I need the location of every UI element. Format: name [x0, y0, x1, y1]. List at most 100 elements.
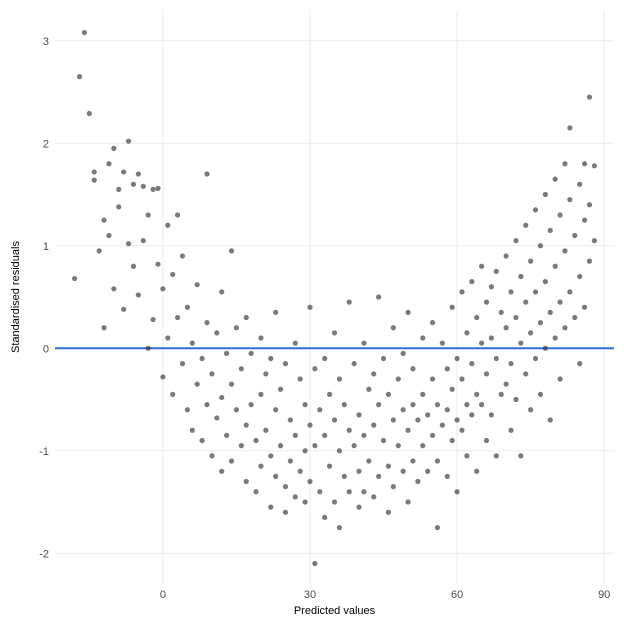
data-point	[263, 428, 268, 433]
data-point	[401, 469, 406, 474]
data-point	[479, 264, 484, 269]
data-point	[464, 453, 469, 458]
data-point	[450, 305, 455, 310]
data-point	[543, 192, 548, 197]
y-axis-label: Standardised residuals	[10, 241, 22, 353]
data-point	[450, 438, 455, 443]
data-point	[459, 289, 464, 294]
data-point	[587, 95, 592, 100]
data-point	[347, 300, 352, 305]
data-point	[440, 423, 445, 428]
data-point	[219, 395, 224, 400]
data-point	[489, 335, 494, 340]
data-point	[165, 223, 170, 228]
data-point	[479, 402, 484, 407]
data-point	[204, 171, 209, 176]
data-point	[298, 376, 303, 381]
data-point	[415, 479, 420, 484]
data-point	[543, 346, 548, 351]
data-point	[106, 161, 111, 166]
data-point	[249, 402, 254, 407]
data-point	[165, 335, 170, 340]
data-point	[435, 402, 440, 407]
data-point	[204, 402, 209, 407]
data-point	[582, 161, 587, 166]
data-point	[513, 315, 518, 320]
data-point	[459, 376, 464, 381]
data-point	[562, 161, 567, 166]
data-point	[302, 448, 307, 453]
data-point	[106, 233, 111, 238]
data-point	[307, 305, 312, 310]
data-point	[180, 361, 185, 366]
data-point	[342, 402, 347, 407]
data-point	[494, 269, 499, 274]
data-point	[592, 163, 597, 168]
data-point	[214, 330, 219, 335]
data-point	[146, 346, 151, 351]
data-point	[268, 505, 273, 510]
data-point	[371, 494, 376, 499]
data-point	[391, 325, 396, 330]
data-point	[533, 289, 538, 294]
data-point	[263, 371, 268, 376]
data-point	[582, 218, 587, 223]
data-point	[538, 392, 543, 397]
data-point	[366, 458, 371, 463]
y-tick-label: -1	[39, 446, 49, 458]
data-point	[204, 320, 209, 325]
data-point	[92, 178, 97, 183]
data-point	[430, 433, 435, 438]
data-point	[229, 382, 234, 387]
data-point	[101, 218, 106, 223]
data-point	[454, 489, 459, 494]
data-point	[258, 335, 263, 340]
data-point	[484, 300, 489, 305]
data-point	[224, 351, 229, 356]
data-point	[239, 443, 244, 448]
data-point	[513, 238, 518, 243]
data-point	[376, 474, 381, 479]
data-point	[410, 458, 415, 463]
data-point	[347, 428, 352, 433]
data-point	[361, 489, 366, 494]
data-point	[435, 458, 440, 463]
data-point	[533, 356, 538, 361]
data-point	[479, 341, 484, 346]
data-point	[332, 330, 337, 335]
data-point	[234, 407, 239, 412]
data-point	[293, 433, 298, 438]
data-point	[97, 248, 102, 253]
data-point	[508, 428, 513, 433]
data-point	[244, 315, 249, 320]
y-tick-label: -2	[39, 548, 49, 560]
data-point	[464, 402, 469, 407]
data-point	[381, 438, 386, 443]
data-point	[347, 489, 352, 494]
data-point	[528, 407, 533, 412]
data-point	[185, 305, 190, 310]
data-point	[557, 212, 562, 217]
data-point	[523, 300, 528, 305]
data-point	[533, 207, 538, 212]
data-point	[293, 494, 298, 499]
data-point	[268, 453, 273, 458]
data-point	[518, 274, 523, 279]
data-point	[391, 417, 396, 422]
data-point	[352, 443, 357, 448]
data-point	[553, 264, 558, 269]
data-point	[322, 356, 327, 361]
data-point	[258, 392, 263, 397]
data-point	[302, 499, 307, 504]
data-point	[356, 469, 361, 474]
data-point	[121, 169, 126, 174]
data-point	[371, 423, 376, 428]
x-tick-label: 30	[304, 589, 316, 601]
data-point	[342, 474, 347, 479]
data-point	[523, 371, 528, 376]
data-point	[253, 438, 258, 443]
data-point	[440, 341, 445, 346]
x-tick-label: 90	[598, 589, 610, 601]
data-point	[307, 479, 312, 484]
data-point	[587, 259, 592, 264]
